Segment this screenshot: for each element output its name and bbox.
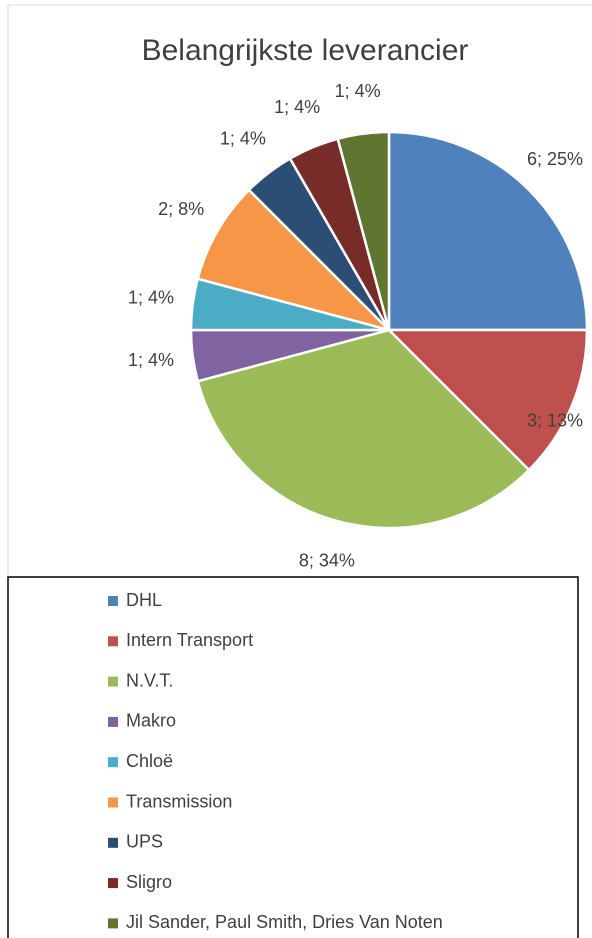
legend-label: Transmission <box>126 791 232 811</box>
data-label: 6; 25% <box>527 149 583 169</box>
data-label: 1; 4% <box>220 128 266 148</box>
data-label: 1; 4% <box>274 97 320 117</box>
pie-slice <box>196 328 531 530</box>
legend-label: Sligro <box>126 872 172 892</box>
legend-label: UPS <box>126 832 163 852</box>
pie-slice <box>196 188 394 333</box>
legend-label: DHL <box>126 590 162 610</box>
data-label: 1; 4% <box>128 287 174 307</box>
pie-slice <box>387 130 589 332</box>
pie-slice <box>336 130 391 331</box>
pie-slice <box>385 328 589 472</box>
data-label: 1; 4% <box>128 350 174 370</box>
legend-swatch <box>108 797 118 808</box>
legend-swatch <box>108 918 118 929</box>
legend-box <box>7 576 579 938</box>
legend-swatch <box>108 878 118 889</box>
legend-swatch <box>108 596 118 606</box>
legend-label: Makro <box>126 711 176 731</box>
chart-title: Belangrijkste leverancier <box>142 34 469 67</box>
legend-label: Intern Transport <box>126 630 253 650</box>
legend-swatch <box>108 837 118 848</box>
data-label: 1; 4% <box>335 81 381 101</box>
legend-swatch <box>108 636 118 647</box>
legend-swatch <box>108 757 118 768</box>
legend-label: Jil Sander, Paul Smith, Dries Van Noten <box>126 912 443 932</box>
data-label: 8; 34% <box>299 551 355 571</box>
data-label: 2; 8% <box>158 199 204 219</box>
data-label: 3; 13% <box>527 411 583 431</box>
legend-swatch <box>108 716 118 727</box>
legend-label: N.V.T. <box>126 670 173 690</box>
legend-label: Chloë <box>126 751 173 771</box>
legend-swatch <box>108 676 118 687</box>
